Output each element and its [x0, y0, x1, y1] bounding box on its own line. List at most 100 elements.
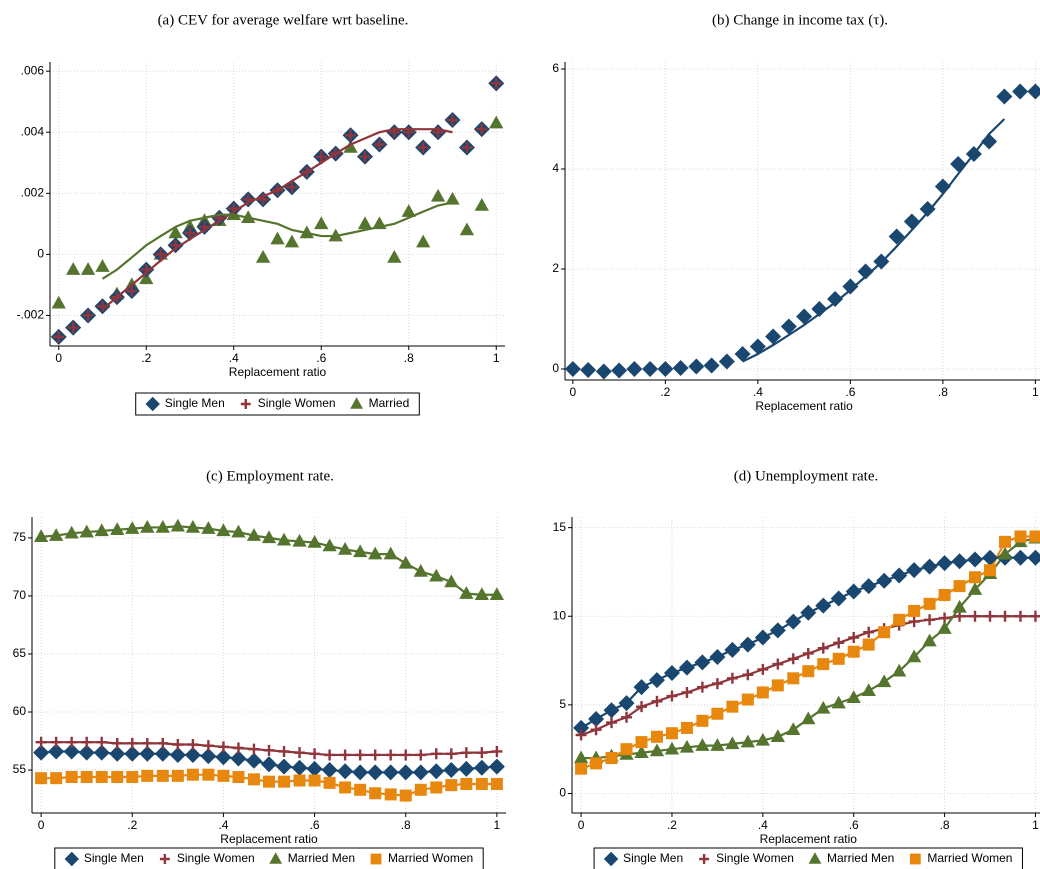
square-marker: [278, 775, 291, 788]
triangle-marker: [216, 523, 231, 537]
diamond-marker: [321, 762, 338, 779]
plus-marker: [66, 736, 78, 748]
diamond-marker: [703, 357, 720, 374]
triangle-marker: [276, 532, 292, 546]
square-marker: [414, 783, 427, 796]
triangle-marker: [140, 519, 155, 533]
plus-marker: [651, 695, 663, 707]
square-marker: [460, 777, 473, 790]
y-tick-label: 70: [13, 588, 27, 602]
plus-marker: [491, 745, 503, 757]
plus-marker: [666, 690, 678, 702]
triangle-marker: [801, 711, 816, 725]
legend-label: Single Women: [258, 396, 336, 410]
plus-marker: [1029, 610, 1040, 622]
x-tick-label: .4: [753, 385, 763, 399]
square-marker: [665, 727, 678, 740]
legend-label: Single Women: [177, 851, 255, 865]
diamond-marker: [633, 679, 650, 696]
triangle-marker: [314, 216, 329, 230]
triangle-marker: [125, 521, 140, 534]
square-marker: [399, 789, 412, 802]
diamond-marker: [1012, 549, 1029, 566]
square-marker: [741, 693, 754, 706]
triangle-marker: [292, 533, 307, 547]
triangle-marker: [398, 555, 413, 569]
triangle-marker: [474, 587, 489, 601]
plus-marker: [263, 744, 275, 756]
plus-marker: [248, 743, 260, 755]
y-tick-label: .002: [21, 185, 45, 199]
plus-marker: [50, 736, 62, 748]
diamond-marker: [648, 672, 665, 689]
diamond-marker: [367, 764, 384, 781]
plus-marker: [187, 739, 199, 751]
plus-marker: [787, 653, 799, 665]
triangle-marker: [246, 528, 262, 541]
plus-marker: [924, 614, 936, 626]
square-marker: [847, 645, 860, 658]
plus-marker: [575, 729, 587, 741]
triangle-marker: [937, 621, 952, 634]
plus-marker: [278, 745, 290, 757]
square-marker: [80, 771, 93, 784]
plus-marker: [447, 114, 458, 126]
y-tick-label: .004: [21, 124, 45, 138]
square-marker: [908, 604, 921, 617]
plus-marker: [681, 686, 693, 698]
legend-item: Single Men: [64, 851, 144, 867]
diamond-marker: [245, 752, 262, 769]
square-marker: [878, 626, 891, 639]
square-marker: [923, 597, 936, 610]
diamond-marker: [678, 659, 695, 676]
triangle-marker: [786, 722, 801, 735]
triangle-marker: [33, 529, 49, 542]
x-tick-label: .6: [849, 818, 859, 832]
triangle-marker: [299, 225, 314, 239]
diamond-marker: [888, 228, 905, 245]
triangle-marker: [831, 695, 846, 709]
triangle-marker: [755, 732, 770, 746]
y-tick-label: 4: [552, 161, 559, 175]
triangle-marker: [66, 262, 81, 275]
square-marker: [384, 788, 397, 801]
triangle-marker: [679, 739, 695, 753]
triangle-marker: [770, 729, 785, 743]
diamond-marker: [718, 353, 735, 370]
triangle-marker: [368, 546, 383, 560]
square-marker: [575, 762, 588, 775]
y-tick-label: 2: [552, 261, 559, 275]
square-marker: [696, 714, 709, 727]
diamond-marker: [139, 745, 156, 762]
x-tick-label: .2: [141, 351, 151, 365]
y-tick-label: 15: [553, 520, 567, 534]
square-marker: [953, 580, 966, 593]
square-marker: [605, 752, 618, 765]
y-tick-label: -.002: [17, 308, 45, 322]
plus-marker: [430, 748, 442, 760]
x-axis-label: Replacement ratio: [755, 399, 853, 413]
diamond-marker: [769, 622, 786, 639]
diamond-marker: [936, 555, 953, 572]
diamond-marker: [951, 553, 968, 570]
plus-marker: [309, 748, 321, 760]
square-marker: [1029, 530, 1040, 543]
y-tick-label: 10: [553, 608, 567, 622]
chart-panel: (c) Employment rate. 0 .2 .4 .6 .8 1 55 60 65 70 75…: [13, 468, 506, 869]
legend-label: Married Men: [288, 851, 355, 865]
x-axis-label: Replacement ratio: [220, 832, 318, 846]
legend-item: Married: [350, 396, 409, 410]
diamond-marker: [827, 291, 844, 307]
square-marker: [771, 679, 784, 692]
triangle-marker: [343, 140, 358, 153]
plus-marker: [726, 672, 738, 684]
diamond-marker: [603, 702, 620, 719]
triangle-marker: [270, 231, 285, 245]
square-marker: [817, 658, 830, 671]
diamond-marker: [785, 613, 802, 630]
triangle-marker: [808, 852, 822, 864]
diamond-marker: [694, 654, 711, 671]
diamond-marker: [724, 641, 741, 658]
diamond-marker: [200, 748, 217, 765]
chart-panel: (d) Unemployment rate.0.2.4.6.8 1051015Re…: [553, 468, 1040, 869]
